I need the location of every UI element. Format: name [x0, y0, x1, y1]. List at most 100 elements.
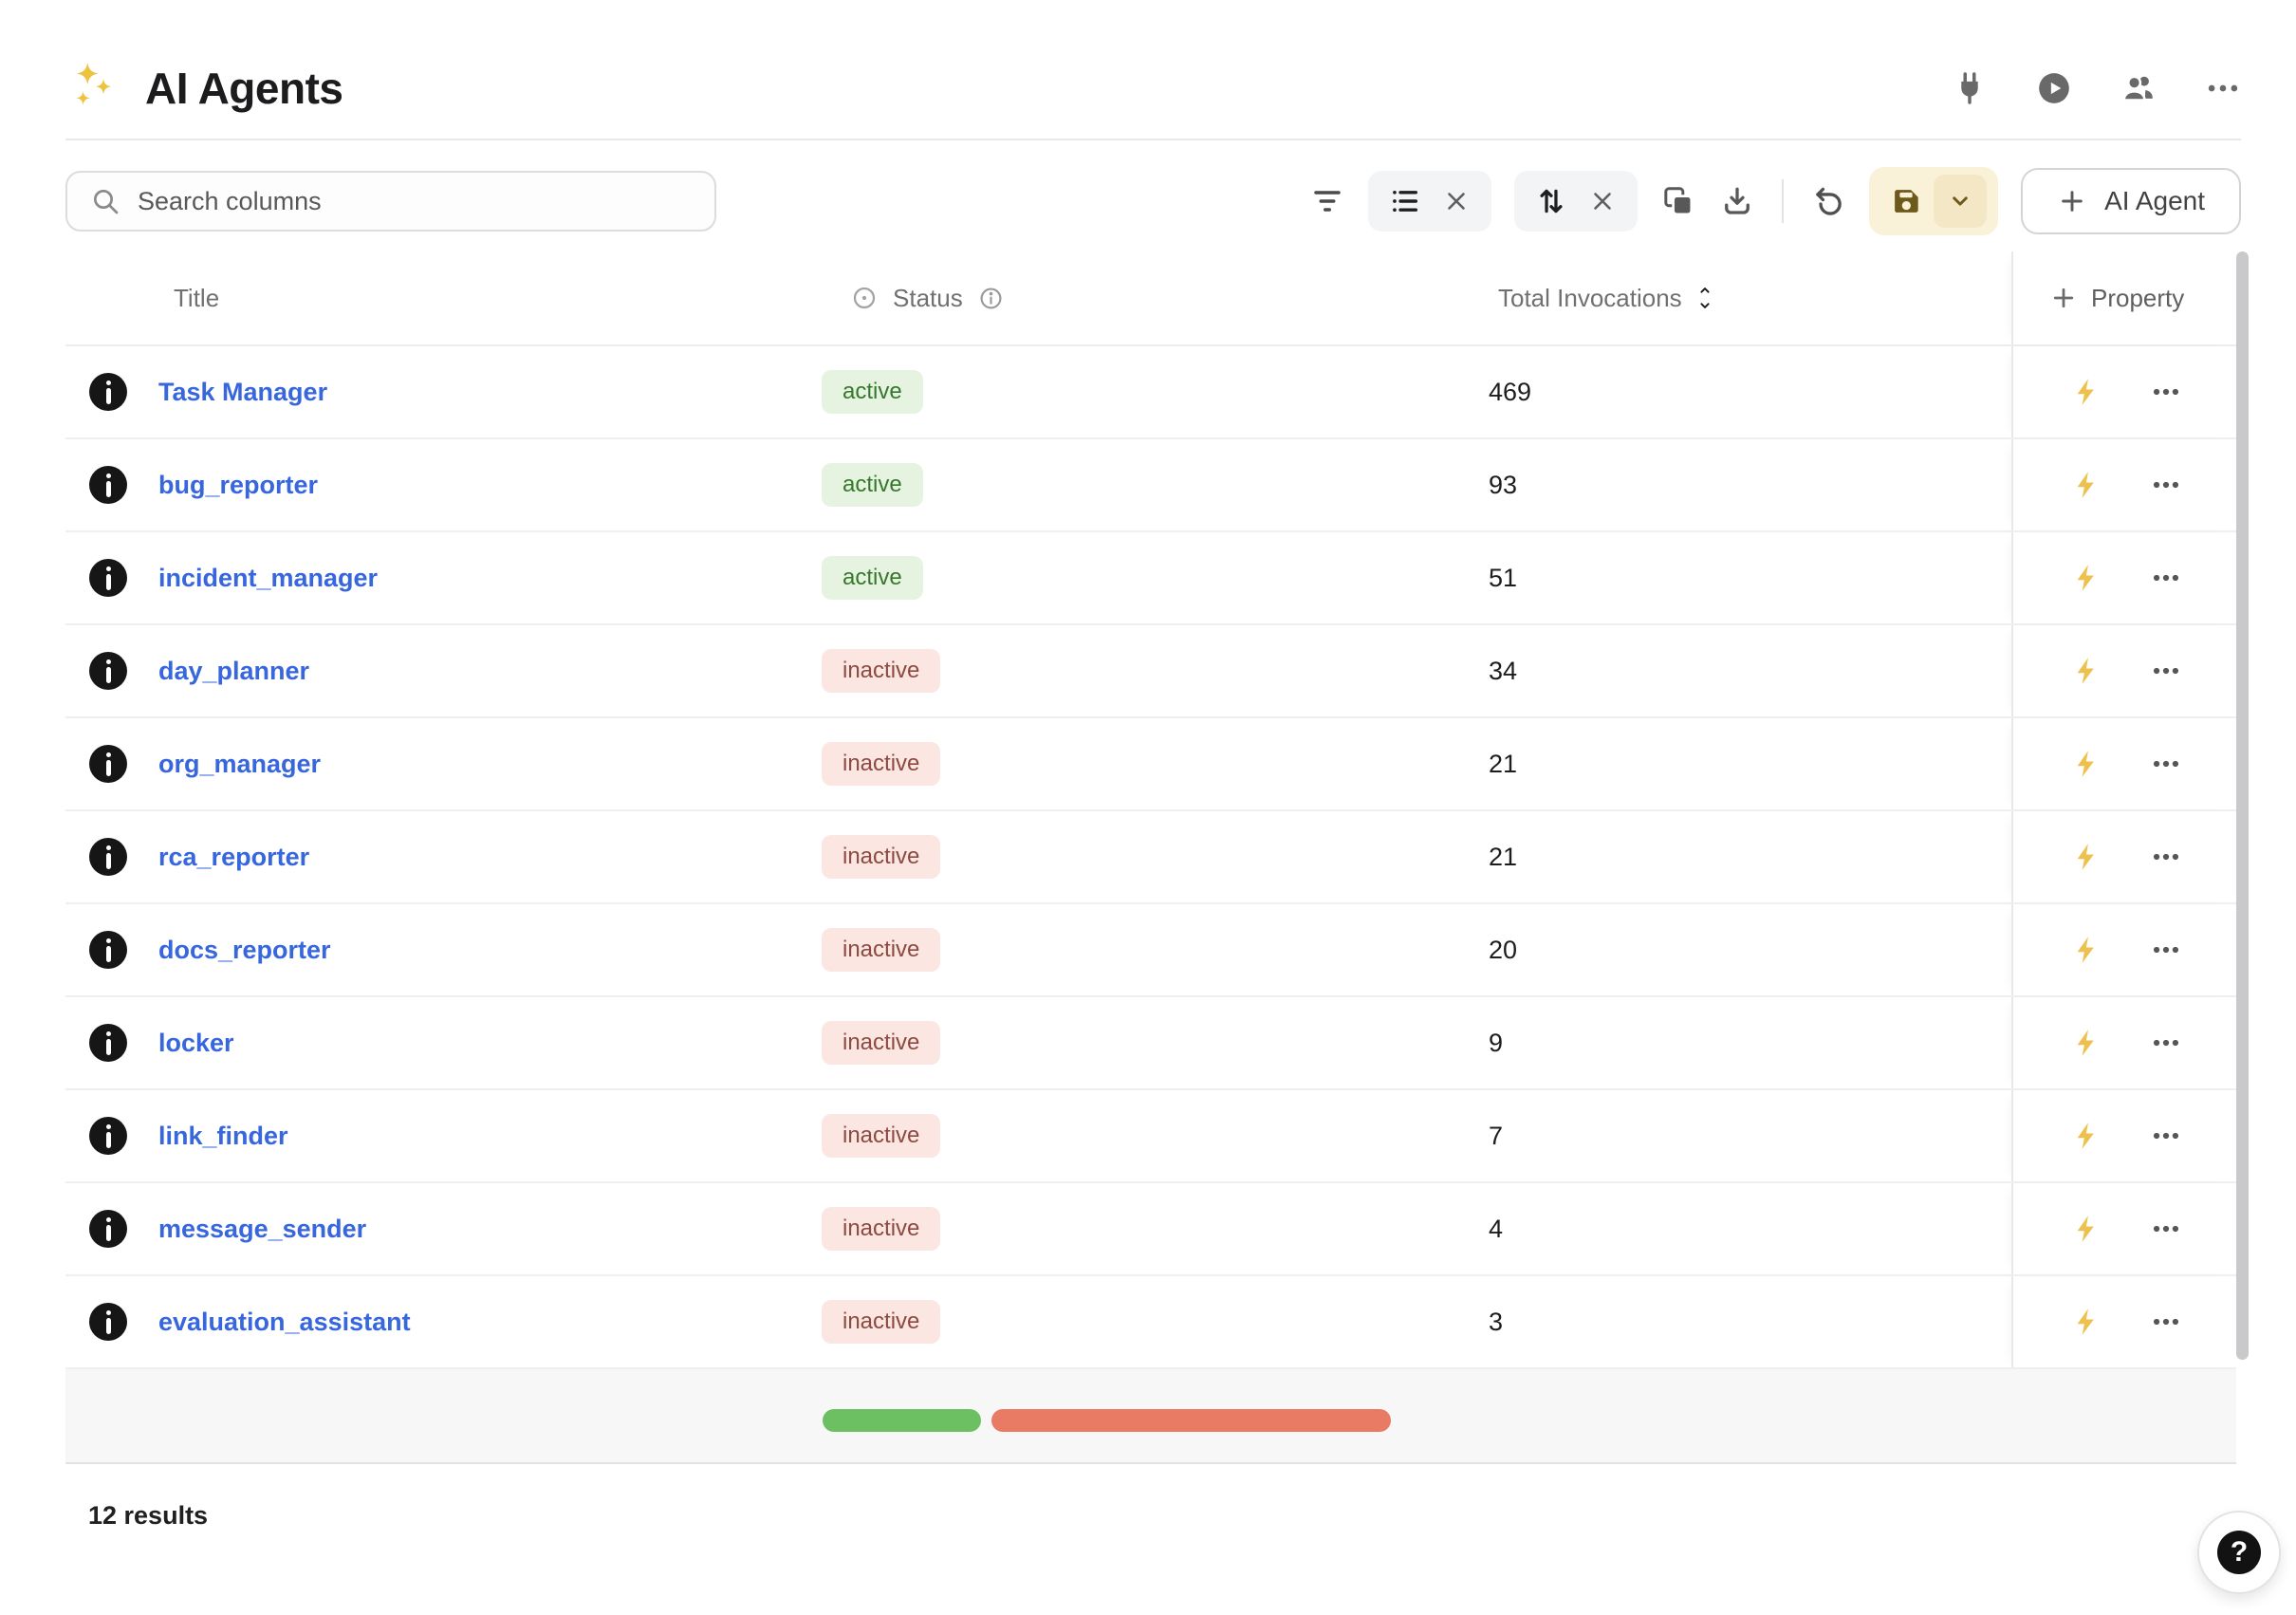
invocations-cell[interactable]: 21	[1485, 843, 2011, 872]
row-more-icon[interactable]	[2150, 934, 2182, 966]
status-badge[interactable]: inactive	[822, 1020, 941, 1066]
row-actions-cell	[2011, 1090, 2236, 1181]
agent-title-link[interactable]: bug_reporter	[158, 470, 319, 499]
status-badge[interactable]: inactive	[822, 834, 941, 880]
column-header-status[interactable]: Status	[822, 284, 1485, 313]
status-badge[interactable]: active	[822, 555, 923, 601]
add-property-label: Property	[2091, 283, 2185, 312]
status-badge[interactable]: inactive	[822, 927, 941, 973]
agent-title-link[interactable]: org_manager	[158, 749, 322, 778]
status-badge[interactable]: inactive	[822, 648, 941, 694]
row-more-icon[interactable]	[2150, 1213, 2182, 1245]
row-info-icon[interactable]	[89, 1303, 127, 1341]
row-info-icon[interactable]	[89, 652, 127, 690]
invocations-cell[interactable]: 469	[1485, 378, 2011, 407]
list-icon[interactable]	[1389, 185, 1421, 217]
save-icon[interactable]	[1888, 183, 1924, 219]
row-info-icon[interactable]	[89, 1024, 127, 1062]
row-info-icon[interactable]	[89, 373, 127, 411]
agent-title-link[interactable]: message_sender	[158, 1214, 367, 1243]
scrollbar-thumb[interactable]	[2236, 251, 2249, 1360]
invocations-cell[interactable]: 7	[1485, 1122, 2011, 1151]
invocations-cell[interactable]: 3	[1485, 1308, 2011, 1337]
row-more-icon[interactable]	[2150, 841, 2182, 873]
row-actions-cell	[2011, 1276, 2236, 1367]
users-icon[interactable]	[2120, 70, 2157, 106]
status-badge[interactable]: inactive	[822, 741, 941, 787]
invocations-cell[interactable]: 4	[1485, 1215, 2011, 1244]
lightning-icon[interactable]	[2070, 841, 2102, 873]
invocations-cell[interactable]: 51	[1485, 564, 2011, 593]
row-info-icon[interactable]	[89, 1117, 127, 1155]
row-more-icon[interactable]	[2150, 562, 2182, 594]
lightning-icon[interactable]	[2070, 376, 2102, 408]
agent-title-link[interactable]: docs_reporter	[158, 935, 331, 964]
row-info-icon[interactable]	[89, 466, 127, 504]
invocations-cell[interactable]: 34	[1485, 657, 2011, 686]
lightning-icon[interactable]	[2070, 1213, 2102, 1245]
plug-icon[interactable]	[1952, 70, 1988, 106]
status-badge[interactable]: inactive	[822, 1299, 941, 1345]
save-menu-button[interactable]	[1934, 175, 1988, 228]
agent-title-link[interactable]: link_finder	[158, 1121, 288, 1150]
undo-icon[interactable]	[1810, 183, 1846, 219]
row-more-icon[interactable]	[2150, 1306, 2182, 1338]
status-badge[interactable]: inactive	[822, 1113, 941, 1159]
sort-pill	[1514, 171, 1639, 232]
play-circle-icon[interactable]	[2036, 70, 2072, 106]
save-split-button	[1869, 167, 1999, 235]
row-more-icon[interactable]	[2150, 1027, 2182, 1059]
sort-arrows-icon[interactable]	[1535, 185, 1567, 217]
row-info-icon[interactable]	[89, 1210, 127, 1248]
lightning-icon[interactable]	[2070, 1306, 2102, 1338]
header-actions	[1952, 70, 2241, 106]
row-more-icon[interactable]	[2150, 376, 2182, 408]
status-badge[interactable]: active	[822, 369, 923, 415]
table-row: message_sender inactive 4	[65, 1183, 2236, 1276]
row-actions-cell	[2011, 904, 2236, 995]
filter-icon[interactable]	[1309, 183, 1345, 219]
row-info-icon[interactable]	[89, 838, 127, 876]
agent-title-link[interactable]: rca_reporter	[158, 842, 310, 871]
row-more-icon[interactable]	[2150, 748, 2182, 780]
help-button[interactable]: ?	[2197, 1511, 2281, 1594]
agent-title-link[interactable]: incident_manager	[158, 563, 379, 592]
invocations-cell[interactable]: 93	[1485, 471, 2011, 500]
column-header-invocations[interactable]: Total Invocations	[1485, 281, 2011, 315]
close-icon[interactable]	[1588, 187, 1617, 215]
row-info-icon[interactable]	[89, 559, 127, 597]
copy-icon[interactable]	[1660, 183, 1696, 219]
download-icon[interactable]	[1719, 183, 1755, 219]
table-body: Task Manager active 469 bug_reporter act…	[65, 346, 2249, 1369]
lightning-icon[interactable]	[2070, 655, 2102, 687]
invocations-cell[interactable]: 21	[1485, 750, 2011, 779]
row-info-icon[interactable]	[89, 931, 127, 969]
status-badge[interactable]: inactive	[822, 1206, 941, 1252]
lightning-icon[interactable]	[2070, 1027, 2102, 1059]
row-info-icon[interactable]	[89, 745, 127, 783]
agent-title-link[interactable]: locker	[158, 1028, 234, 1057]
row-more-icon[interactable]	[2150, 469, 2182, 501]
add-property-header[interactable]: Property	[2011, 251, 2236, 344]
add-ai-agent-button[interactable]: AI Agent	[2021, 168, 2241, 234]
row-more-icon[interactable]	[2150, 1120, 2182, 1152]
more-icon[interactable]	[2205, 70, 2241, 106]
agent-title-link[interactable]: Task Manager	[158, 377, 328, 406]
invocations-cell[interactable]: 9	[1485, 1029, 2011, 1058]
lightning-icon[interactable]	[2070, 934, 2102, 966]
row-more-icon[interactable]	[2150, 655, 2182, 687]
toolbar-divider	[1782, 179, 1785, 223]
status-badge[interactable]: active	[822, 462, 923, 508]
lightning-icon[interactable]	[2070, 469, 2102, 501]
sort-toggle-icon[interactable]	[1694, 281, 1716, 315]
close-icon[interactable]	[1442, 187, 1471, 215]
invocations-cell[interactable]: 20	[1485, 936, 2011, 965]
search-input[interactable]	[138, 186, 692, 216]
lightning-icon[interactable]	[2070, 562, 2102, 594]
lightning-icon[interactable]	[2070, 1120, 2102, 1152]
column-header-title[interactable]: Title	[65, 284, 822, 313]
agent-title-link[interactable]: evaluation_assistant	[158, 1307, 411, 1336]
lightning-icon[interactable]	[2070, 748, 2102, 780]
agent-title-link[interactable]: day_planner	[158, 656, 310, 685]
info-icon[interactable]	[977, 285, 1005, 312]
